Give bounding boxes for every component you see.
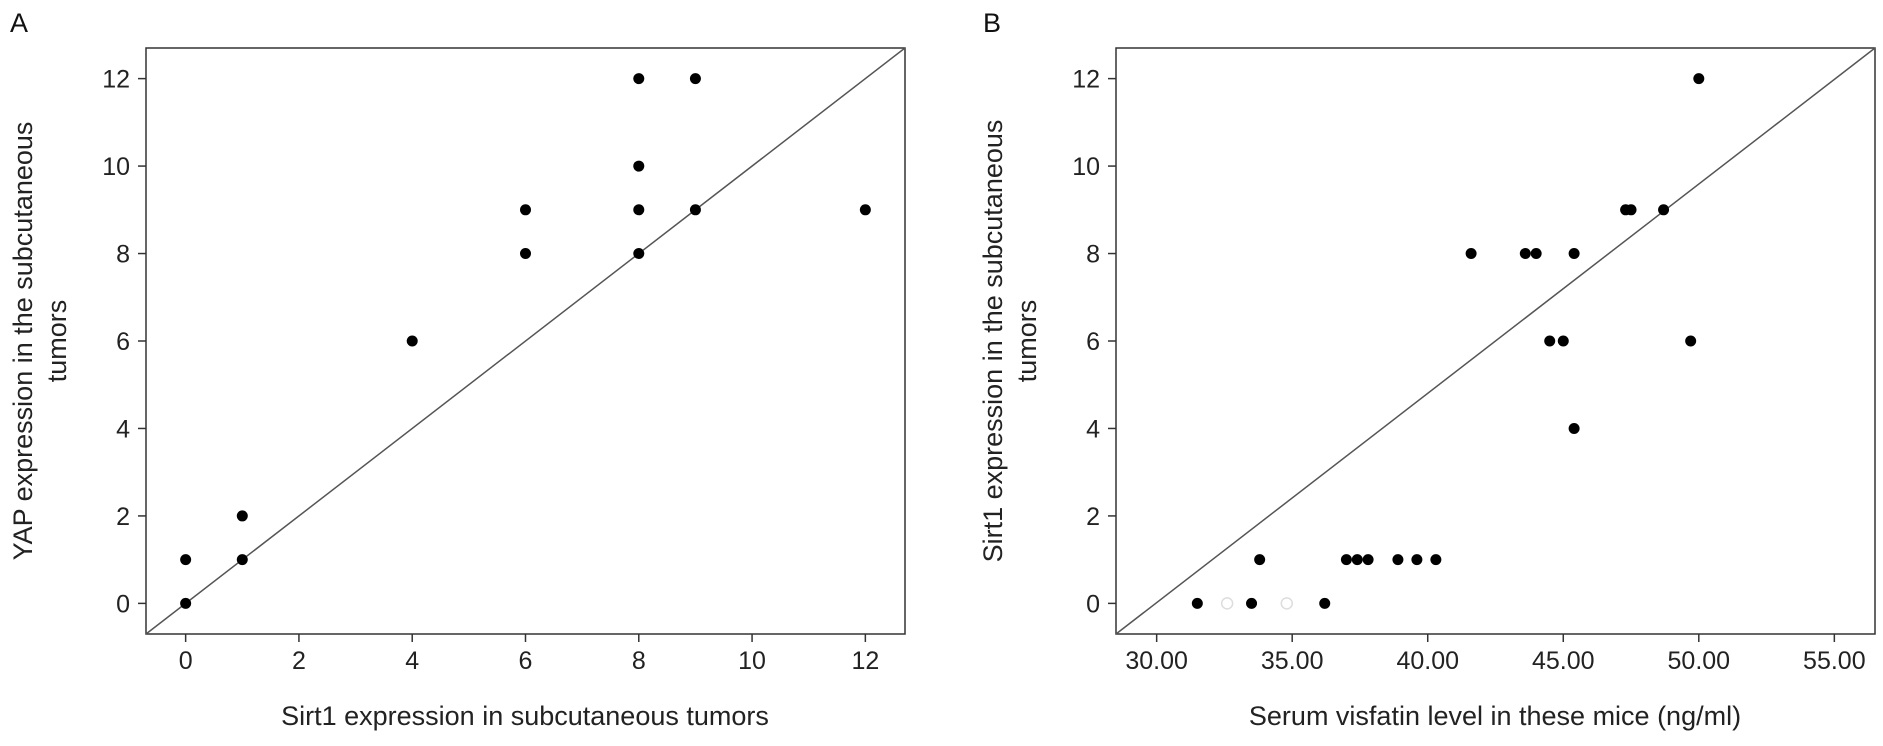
- y-tick-label: 0: [1086, 590, 1100, 618]
- panel-b-y-axis-label-line1: Sirt1 expression in the subcutaneous: [978, 120, 1008, 563]
- data-point: [1392, 554, 1404, 566]
- data-point: [1557, 335, 1569, 347]
- panel-a-scatter: A 0 2 4 6 8 10 12 0 2 4 6 8 10 12 Sirt1 expression i…: [8, 8, 906, 731]
- data-point: [1658, 204, 1670, 216]
- panel-b-letter: B: [983, 8, 1001, 38]
- y-tick-label: 2: [116, 503, 130, 531]
- panel-a-diagonal-line: [145, 47, 906, 635]
- data-point: [633, 160, 645, 172]
- data-point: [236, 554, 248, 566]
- panel-a-x-ticks: 0 2 4 6 8 10 12: [179, 634, 879, 675]
- data-point: [1246, 597, 1258, 609]
- y-tick-label: 6: [1086, 328, 1100, 356]
- data-point: [1362, 554, 1374, 566]
- panel-a-x-axis-label: Sirt1 expression in subcutaneous tumors: [281, 701, 769, 731]
- x-tick-label: 2: [292, 647, 306, 675]
- data-point: [859, 204, 871, 216]
- data-point: [180, 554, 192, 566]
- data-point: [1544, 335, 1556, 347]
- data-point: [1191, 597, 1203, 609]
- x-tick-label: 10: [738, 647, 766, 675]
- data-point: [1411, 554, 1423, 566]
- panel-a-points: [180, 73, 871, 609]
- data-point: [520, 248, 531, 260]
- x-tick-label: 35.00: [1261, 647, 1324, 675]
- panel-b-points: [1191, 73, 1705, 610]
- panel-b-diagonal-line: [1115, 47, 1876, 635]
- y-tick-label: 8: [116, 241, 130, 269]
- x-tick-label: 50.00: [1668, 647, 1731, 675]
- x-tick-label: 45.00: [1532, 647, 1595, 675]
- panel-a-letter: A: [10, 8, 28, 38]
- data-point: [689, 204, 701, 216]
- panel-a-y-axis-label-line2: tumors: [42, 300, 72, 383]
- data-point: [236, 510, 248, 522]
- data-point: [1465, 248, 1477, 260]
- y-tick-label: 12: [102, 66, 130, 94]
- panel-a-y-ticks: 0 2 4 6 8 10 12: [102, 66, 146, 618]
- x-tick-label: 55.00: [1803, 647, 1866, 675]
- x-tick-label: 4: [405, 647, 419, 675]
- panel-b-x-axis-label: Serum visfatin level in these mice (ng/m…: [1249, 701, 1741, 731]
- x-tick-label: 12: [851, 647, 879, 675]
- data-point: [1254, 554, 1266, 566]
- data-point: [406, 335, 418, 347]
- y-tick-label: 10: [1072, 153, 1100, 181]
- data-point: [633, 73, 645, 85]
- y-tick-label: 4: [116, 415, 130, 443]
- x-tick-label: 8: [632, 647, 646, 675]
- x-tick-label: 30.00: [1125, 647, 1188, 675]
- panel-a-y-axis-label-line1: YAP expression in the subcutaneous: [8, 122, 38, 561]
- data-point: [1685, 335, 1697, 347]
- y-tick-label: 2: [1086, 503, 1100, 531]
- data-point: [1530, 248, 1542, 260]
- data-point: [1693, 73, 1705, 85]
- data-point: [1625, 204, 1637, 216]
- data-point: [689, 73, 701, 85]
- data-point: [1430, 554, 1442, 566]
- y-tick-label: 6: [116, 328, 130, 356]
- panel-b-y-axis-label-line2: tumors: [1012, 300, 1042, 383]
- data-point: [180, 597, 192, 609]
- data-point: [1319, 597, 1331, 609]
- y-tick-label: 0: [116, 590, 130, 618]
- x-tick-label: 40.00: [1396, 647, 1459, 675]
- y-tick-label: 8: [1086, 241, 1100, 269]
- y-tick-label: 10: [102, 153, 130, 181]
- panel-b-y-ticks: 0 2 4 6 8 10 12: [1072, 66, 1116, 618]
- data-point: [633, 204, 645, 216]
- data-point: [1351, 554, 1363, 566]
- x-tick-label: 6: [519, 647, 533, 675]
- y-tick-label: 4: [1086, 415, 1100, 443]
- data-point: [1568, 248, 1580, 260]
- panel-b-scatter: B 30.00 35.00 40.00 45.00 50.00 55.00 0 2 4 6 8 10…: [978, 8, 1876, 731]
- y-tick-label: 12: [1072, 66, 1100, 94]
- data-point: [1568, 422, 1580, 434]
- panel-b-x-ticks: 30.00 35.00 40.00 45.00 50.00 55.00: [1125, 634, 1866, 675]
- data-point: [1519, 248, 1531, 260]
- data-point: [520, 204, 531, 216]
- data-point: [1340, 554, 1352, 566]
- data-point: [633, 248, 645, 260]
- faint-data-point: [1220, 597, 1234, 610]
- x-tick-label: 0: [179, 647, 193, 675]
- faint-data-point: [1280, 597, 1294, 610]
